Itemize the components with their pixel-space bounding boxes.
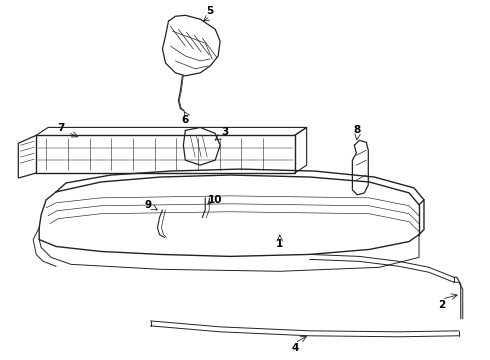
- Text: 9: 9: [145, 200, 152, 210]
- Text: 1: 1: [276, 239, 283, 249]
- Text: 7: 7: [57, 123, 65, 134]
- Text: 8: 8: [354, 125, 361, 135]
- Text: 6: 6: [182, 116, 189, 126]
- Text: 4: 4: [291, 343, 298, 353]
- Text: 10: 10: [208, 195, 222, 205]
- Text: 3: 3: [221, 127, 229, 138]
- Text: 5: 5: [207, 6, 214, 16]
- Text: 2: 2: [438, 300, 445, 310]
